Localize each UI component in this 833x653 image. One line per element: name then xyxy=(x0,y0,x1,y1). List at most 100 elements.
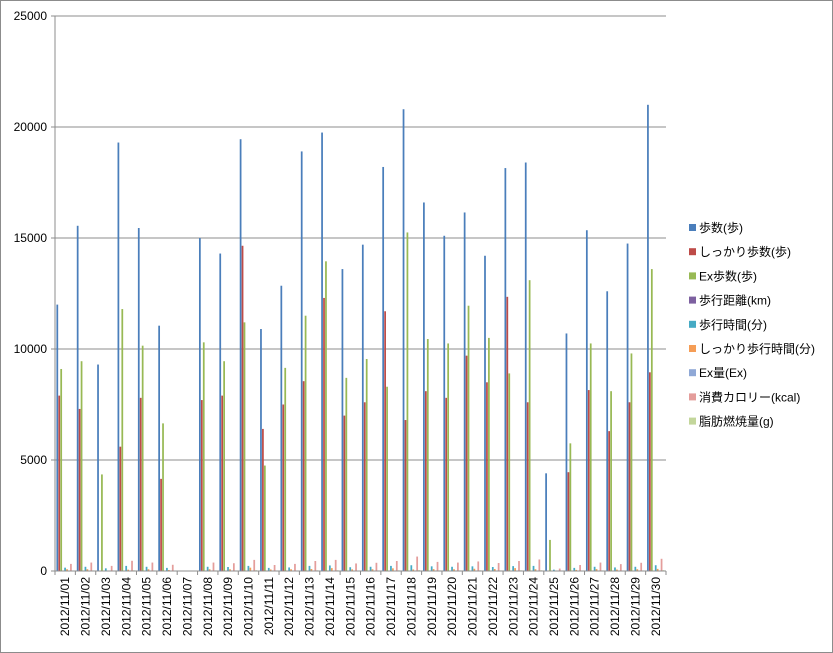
bar xyxy=(330,568,333,571)
bar xyxy=(198,238,201,571)
bar xyxy=(76,225,79,572)
bar xyxy=(97,364,99,571)
bar xyxy=(575,569,578,571)
x-tick-label: 2012/11/17 xyxy=(384,577,398,636)
bar xyxy=(239,139,242,571)
bar xyxy=(200,400,203,571)
legend-label: しっかり歩行時間(分) xyxy=(699,341,815,356)
bar xyxy=(206,566,209,571)
x-tick-label: 2012/11/13 xyxy=(303,577,317,636)
bar xyxy=(249,567,252,571)
bar xyxy=(524,162,527,571)
bar xyxy=(241,245,244,571)
bar xyxy=(538,559,541,571)
x-tick-label: 2012/11/23 xyxy=(506,577,520,636)
bar xyxy=(343,415,346,571)
bar xyxy=(227,567,229,571)
x-tick-label: 2012/11/04 xyxy=(119,577,133,636)
bar xyxy=(395,561,398,571)
bar xyxy=(579,565,581,571)
bar xyxy=(345,377,348,571)
y-tick-label: 0 xyxy=(40,564,47,578)
bar xyxy=(650,269,653,571)
bar xyxy=(139,397,142,571)
bar xyxy=(104,568,107,571)
bar xyxy=(325,261,327,571)
bar xyxy=(232,563,235,571)
bar xyxy=(125,565,128,571)
bar xyxy=(640,562,643,571)
bar xyxy=(445,397,448,571)
legend-swatch xyxy=(689,345,696,352)
bar xyxy=(660,558,663,571)
bar xyxy=(223,361,225,571)
bar xyxy=(280,285,283,571)
bar xyxy=(260,329,262,571)
bar xyxy=(263,465,266,571)
gridlines xyxy=(55,15,666,461)
bar xyxy=(656,568,659,571)
x-tick-label: 2012/11/18 xyxy=(404,577,418,636)
x-tick-label: 2012/11/29 xyxy=(628,577,642,636)
bar xyxy=(453,569,455,571)
bar xyxy=(587,390,590,571)
bar xyxy=(121,309,124,571)
y-tick-label: 20000 xyxy=(14,120,48,134)
bar xyxy=(647,104,649,572)
bar xyxy=(151,562,154,571)
bar xyxy=(382,166,385,571)
bar xyxy=(321,132,323,572)
legend-label: 歩数(歩) xyxy=(699,220,743,235)
bar xyxy=(334,559,337,571)
bar xyxy=(628,402,631,571)
x-tick-label: 2012/11/07 xyxy=(180,577,194,636)
bar xyxy=(514,568,516,571)
bar xyxy=(436,561,439,571)
x-tick-label: 2012/11/19 xyxy=(425,577,439,636)
bar xyxy=(127,569,130,571)
legend-swatch xyxy=(689,248,696,256)
bar xyxy=(304,315,307,571)
bar xyxy=(78,408,81,571)
bar xyxy=(253,559,256,571)
bar xyxy=(349,567,352,571)
legend-swatch xyxy=(689,296,696,304)
bar xyxy=(117,142,120,572)
bar xyxy=(504,168,507,571)
bar xyxy=(361,244,364,571)
bar xyxy=(549,539,551,571)
bar xyxy=(314,561,317,571)
bar xyxy=(493,569,496,571)
x-tick-label: 2012/11/14 xyxy=(323,577,337,636)
bar xyxy=(384,311,386,571)
bar xyxy=(56,304,59,571)
legend-swatch xyxy=(689,272,696,280)
bar xyxy=(328,565,331,571)
bar xyxy=(488,337,490,571)
legend-label: しっかり歩数(歩) xyxy=(699,244,791,259)
x-tick-label: 2012/11/03 xyxy=(99,577,113,636)
bar xyxy=(619,564,622,571)
bar xyxy=(477,561,480,571)
bar xyxy=(288,567,290,571)
legend-swatch xyxy=(689,369,696,377)
bar xyxy=(369,566,372,571)
x-tick-label: 2012/11/28 xyxy=(608,577,622,636)
bar xyxy=(447,343,450,571)
bar xyxy=(300,151,303,572)
bar xyxy=(558,568,561,571)
bar xyxy=(162,423,164,571)
bar xyxy=(247,565,250,571)
bar xyxy=(308,565,311,571)
bar xyxy=(355,563,357,571)
x-tick-label: 2012/11/30 xyxy=(649,577,663,636)
bar xyxy=(532,565,535,571)
bar xyxy=(616,569,618,571)
bar xyxy=(512,566,515,571)
bar xyxy=(267,567,270,571)
bar xyxy=(614,567,616,571)
bar xyxy=(534,569,537,571)
bar xyxy=(457,562,459,571)
